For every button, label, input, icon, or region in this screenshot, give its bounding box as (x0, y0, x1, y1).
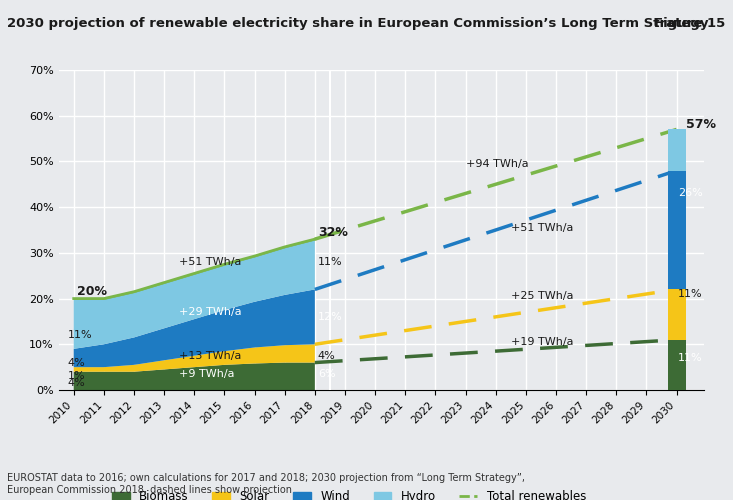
Text: 2030 projection of renewable electricity share in European Commission’s Long Ter: 2030 projection of renewable electricity… (7, 18, 709, 30)
Bar (668, 130, 685, 170)
Text: +25 TWh/a: +25 TWh/a (511, 292, 573, 302)
Text: 12%: 12% (318, 312, 342, 322)
Text: 57%: 57% (685, 118, 715, 132)
Text: 11%: 11% (678, 353, 703, 363)
Text: +29 TWh/a: +29 TWh/a (179, 308, 242, 318)
Text: EUROSTAT data to 2016; own calculations for 2017 and 2018; 2030 projection from : EUROSTAT data to 2016; own calculations … (7, 474, 526, 495)
Text: 1%: 1% (67, 372, 85, 382)
Text: 11%: 11% (318, 257, 342, 267)
Text: +13 TWh/a: +13 TWh/a (179, 350, 242, 360)
Text: +9 TWh/a: +9 TWh/a (179, 369, 235, 379)
Text: +19 TWh/a: +19 TWh/a (511, 337, 573, 347)
Text: +94 TWh/a: +94 TWh/a (465, 158, 528, 168)
Text: 4%: 4% (67, 358, 86, 368)
Text: 6%: 6% (318, 369, 336, 379)
Text: Figure 15: Figure 15 (655, 18, 726, 30)
Text: 32%: 32% (318, 226, 347, 239)
Text: 4%: 4% (318, 350, 336, 360)
Text: 11%: 11% (67, 330, 92, 340)
Text: 26%: 26% (678, 188, 703, 198)
Bar (668, 290, 685, 340)
Legend: Biomass, Solar, Wind, Hydro, Total renewables: Biomass, Solar, Wind, Hydro, Total renew… (107, 486, 591, 500)
Text: 11%: 11% (678, 289, 703, 299)
Bar (668, 170, 685, 290)
Text: 4%: 4% (67, 378, 86, 388)
Text: +51 TWh/a: +51 TWh/a (179, 257, 242, 267)
Bar (668, 340, 685, 390)
Text: 20%: 20% (77, 285, 107, 298)
Text: +51 TWh/a: +51 TWh/a (511, 222, 573, 232)
